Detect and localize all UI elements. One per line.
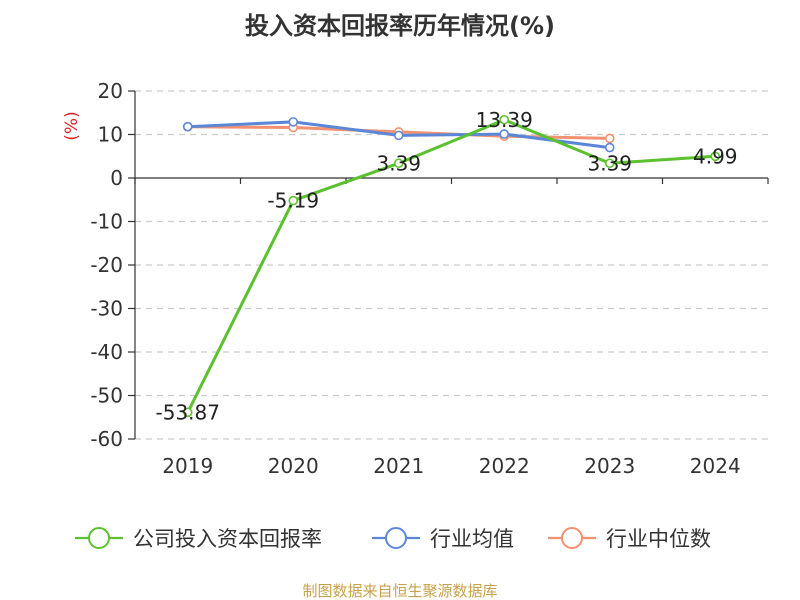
legend[interactable]: 公司投入资本回报率 行业均值 行业中位数 — [75, 527, 711, 551]
series-point[interactable] — [604, 158, 615, 169]
y-tick-label: 10 — [98, 123, 123, 147]
series-point[interactable] — [182, 407, 193, 418]
y-tick-label: 20 — [98, 79, 123, 103]
x-tick-label: 2021 — [373, 454, 424, 478]
series-point[interactable] — [499, 114, 510, 125]
series-point[interactable] — [393, 130, 404, 141]
grid-lines — [135, 90, 768, 440]
data-label: -5.19 — [267, 189, 319, 213]
series-point[interactable] — [499, 129, 510, 139]
legend-marker — [385, 527, 407, 549]
legend-label: 行业均值 — [430, 527, 514, 551]
data-label: 3.39 — [376, 151, 421, 175]
data-label: 3.39 — [587, 151, 632, 175]
series-point[interactable] — [393, 158, 404, 169]
y-tick-label: -10 — [90, 210, 123, 234]
x-tick-labels: 2019 2020 2021 2022 2023 2024 — [162, 454, 740, 478]
series-lines — [186, 118, 716, 413]
legend-marker — [561, 527, 583, 549]
y-tick-label: -30 — [90, 297, 123, 321]
legend-label: 行业中位数 — [606, 527, 711, 551]
series-line — [186, 118, 716, 413]
data-label: -53.87 — [156, 400, 220, 424]
y-tick-label: -40 — [90, 340, 123, 364]
source-note: 制图数据来自恒生聚源数据库 — [302, 582, 497, 600]
series-point[interactable] — [288, 117, 299, 127]
y-axis-label: (%) — [62, 111, 82, 140]
series-point[interactable] — [182, 121, 193, 132]
series-point[interactable] — [604, 142, 615, 153]
x-tick-label: 2020 — [268, 454, 319, 478]
legend-marker — [88, 527, 110, 549]
data-labels: -53.87 -5.19 3.39 13.39 3.39 4.99 — [156, 108, 738, 425]
legend-label: 公司投入资本回报率 — [133, 527, 322, 551]
x-tick-label: 2024 — [690, 454, 741, 478]
legend-item[interactable]: 公司投入资本回报率 — [75, 527, 322, 551]
series-point[interactable] — [604, 133, 615, 144]
y-tick-label: 0 — [110, 166, 123, 190]
series-point[interactable] — [288, 195, 299, 206]
y-tick-labels: 20 10 0 -10 -20 -30 -40 -50 -60 — [90, 79, 123, 451]
x-tick-label: 2019 — [162, 454, 213, 478]
x-tick-label: 2023 — [584, 454, 635, 478]
y-tick-label: -60 — [90, 427, 123, 451]
series-point[interactable] — [710, 151, 721, 162]
data-label: 4.99 — [693, 144, 738, 168]
y-tick-label: -20 — [90, 253, 123, 277]
y-tick-label: -50 — [90, 384, 123, 408]
legend-item[interactable]: 行业均值 — [372, 527, 514, 551]
x-tick-label: 2022 — [479, 454, 530, 478]
data-label: 13.39 — [476, 108, 533, 132]
series-points — [182, 114, 721, 418]
legend-item[interactable]: 行业中位数 — [548, 527, 711, 551]
chart-title: 投入资本回报率历年情况(%) — [245, 12, 555, 40]
